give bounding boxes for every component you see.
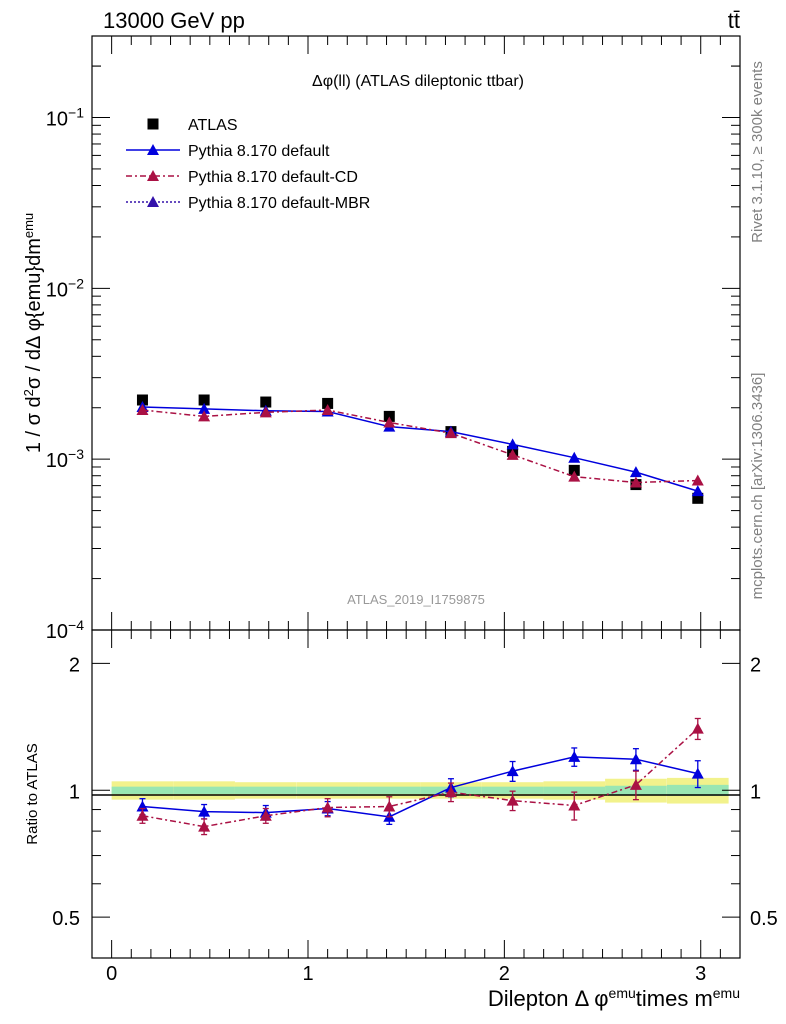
ratio-y-tick-label: 2	[69, 654, 80, 676]
ratio-point	[691, 722, 704, 734]
ratio-series-pythia-8-170-default-cd	[136, 717, 704, 836]
mcplots-label: mcplots.cern.ch [arXiv:1306.3436]	[749, 373, 766, 600]
ratio-point	[568, 799, 581, 811]
data-point	[506, 448, 519, 460]
ratio-y-tick-label: 1	[69, 781, 80, 803]
data-point	[383, 410, 395, 422]
ratio-point	[198, 805, 211, 817]
ratio-point	[259, 809, 272, 821]
x-tick-label: 0	[106, 963, 117, 985]
legend-entry: Pythia 8.170 default-MBR	[126, 195, 370, 212]
ratio-line	[142, 728, 699, 828]
data-point	[568, 470, 581, 482]
ratio-point	[198, 820, 211, 832]
ratio-y-tick-label-right: 0.5	[750, 908, 778, 930]
ratio-y-tick-label-right: 2	[750, 654, 761, 676]
data-point	[692, 492, 704, 504]
data-point	[260, 396, 272, 408]
data-point	[136, 394, 148, 406]
x-tick-label: 1	[302, 963, 313, 985]
main-panel: 10−1 10−2 10−3 10−4	[46, 35, 741, 643]
data-point	[691, 485, 704, 497]
data-point	[321, 404, 334, 416]
y-tick-label: 10−3	[46, 446, 84, 472]
uncertainty-band-inner	[666, 784, 729, 796]
data-point	[568, 464, 580, 476]
ratio-ylabel: Ratio to ATLAS	[24, 743, 41, 844]
series-line	[142, 409, 698, 484]
legend: ATLAS Pythia 8.170 default Pythia 8.170 de…	[126, 117, 370, 212]
series-line	[142, 406, 699, 492]
legend-marker	[147, 196, 159, 207]
legend-entry: ATLAS	[147, 117, 238, 134]
uncertainty-band-inner	[543, 786, 606, 794]
ratio-point	[506, 765, 519, 777]
data-point	[198, 410, 211, 422]
legend-marker	[147, 144, 159, 155]
uncertainty-band-inner	[358, 786, 421, 794]
data-point	[322, 397, 334, 409]
data-point	[198, 394, 210, 406]
ratio-point	[136, 809, 149, 821]
ratio-point	[321, 801, 334, 813]
data-point	[568, 451, 581, 463]
data-point	[629, 466, 642, 478]
y-tick-label: 10−2	[46, 275, 84, 301]
ratio-y-tick-label-right: 1	[750, 781, 761, 803]
plot-title: Δφ(ll) (ATLAS dileptonic ttbar)	[312, 73, 524, 90]
ratio-panel: 2 2 1 1 0.5 0.5 0 1 2 3	[52, 629, 778, 985]
uncertainty-band-inner	[296, 786, 359, 794]
ratio-point	[444, 786, 457, 798]
uncertainty-band-inner	[234, 786, 297, 794]
data-point	[136, 404, 149, 416]
x-tick-label: 2	[499, 963, 510, 985]
ratio-line	[142, 756, 698, 818]
ratio-point	[629, 753, 642, 765]
legend-label: Pythia 8.170 default-MBR	[188, 195, 370, 212]
ratio-point	[568, 750, 581, 762]
data-point	[198, 402, 211, 414]
data-point	[506, 438, 519, 450]
x-axis-title: Dilepton Δ φemutimes memu	[488, 985, 740, 1011]
x-tick-label: 3	[695, 963, 706, 985]
rivet-version-label: Rivet 3.1.10, ≥ 300k events	[749, 61, 766, 243]
legend-entry: Pythia 8.170 default	[126, 143, 330, 160]
ratio-point	[506, 794, 519, 806]
legend-marker	[147, 118, 159, 130]
legend-label: ATLAS	[188, 117, 238, 134]
series-atlas	[136, 394, 704, 504]
ratio-point	[383, 800, 396, 812]
data-point	[691, 474, 704, 486]
collision-label: 13000 GeV pp	[103, 8, 245, 33]
data-point	[629, 476, 642, 488]
main-ylabel: 1 / σ d2σ / dΔ φ{emu}dmemu	[21, 213, 46, 453]
legend-label: Pythia 8.170 default	[188, 143, 330, 160]
data-point	[383, 416, 396, 428]
uncertainty-band-inner	[173, 786, 235, 794]
ratio-point	[629, 778, 642, 790]
uncertainty-band-inner	[481, 786, 544, 794]
data-point	[259, 406, 272, 418]
legend-marker	[147, 170, 159, 181]
uncertainty-band-inner	[111, 786, 174, 794]
y-tick-label: 10−4	[46, 617, 84, 643]
data-point	[444, 427, 457, 439]
process-label: tt̄	[728, 8, 740, 33]
ratio-y-tick-label: 0.5	[52, 908, 80, 930]
legend-label: Pythia 8.170 default-CD	[188, 169, 358, 186]
series-pythia-8-170-default-cd	[136, 404, 704, 488]
legend-entry: Pythia 8.170 default-CD	[126, 169, 358, 186]
ratio-frame	[91, 629, 741, 959]
ratio-point	[691, 767, 704, 779]
y-tick-label: 10−1	[46, 105, 84, 131]
analysis-watermark: ATLAS_2019_I1759875	[347, 592, 485, 607]
